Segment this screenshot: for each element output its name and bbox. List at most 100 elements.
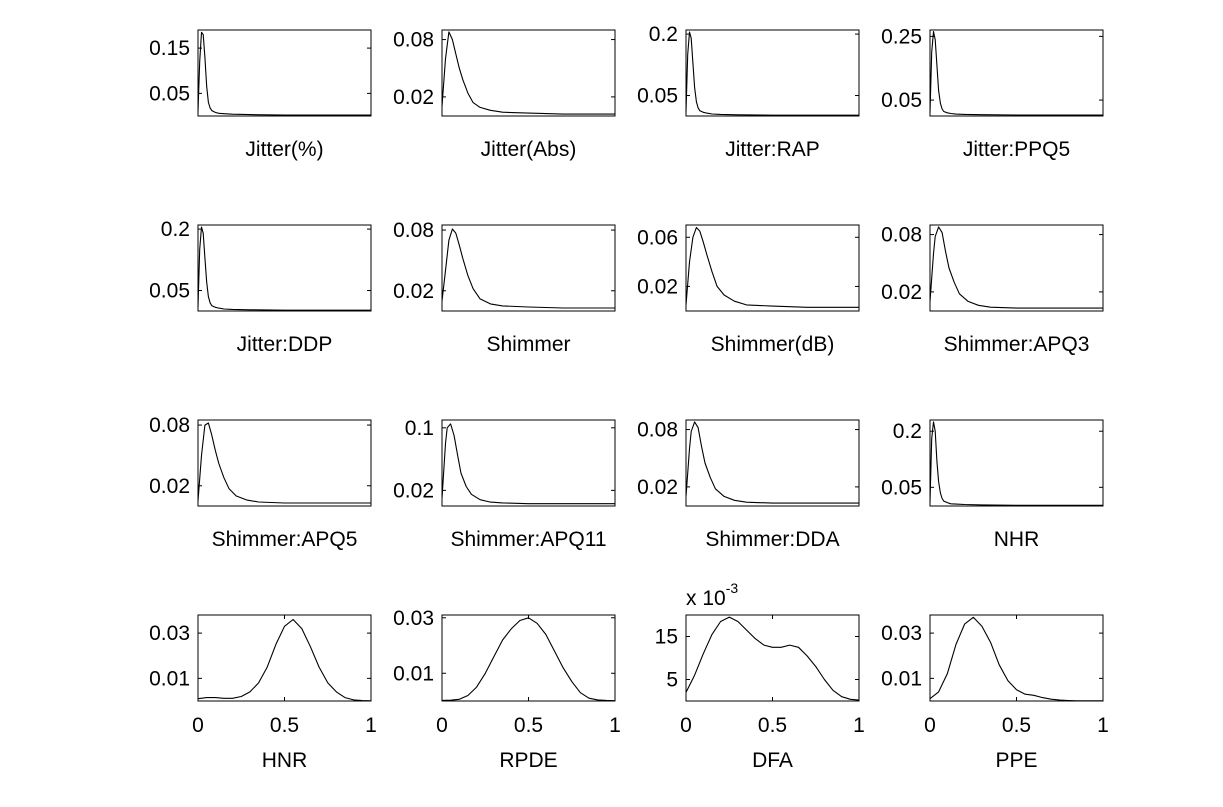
y-tick-label: 0.03	[881, 622, 922, 645]
subplot-2: 0.2 0.05 Jitter:RAP	[637, 23, 860, 161]
subplot-14: 15 50 0.5 1 DFA x 10-3	[655, 580, 865, 772]
subplot-11: 0.2 0.05 NHR	[881, 419, 1104, 551]
y-tick-label: 0.08	[393, 29, 434, 52]
x-axis-label: Jitter(Abs)	[481, 138, 577, 161]
y-tick-label: 0.03	[393, 607, 434, 630]
subplot-0: 0.15 0.05 Jitter(%)	[149, 29, 372, 161]
axes-frame	[441, 419, 616, 507]
density-curve	[441, 228, 615, 309]
density-curve	[441, 617, 616, 702]
y-tick-label: 0.08	[393, 219, 434, 242]
axes-frame	[441, 29, 616, 117]
density-curve	[685, 421, 859, 504]
axes-frame	[441, 614, 616, 702]
x-axis-label: HNR	[262, 749, 308, 772]
y-tick-label: 0.02	[393, 479, 434, 502]
y-tick-label: 0.02	[393, 86, 434, 109]
axes-frame	[197, 614, 372, 702]
x-axis-label: Shimmer:DDA	[705, 528, 839, 551]
y-tick-label: 0.02	[393, 280, 434, 303]
x-axis-label: Shimmer(dB)	[711, 333, 835, 356]
axes-frame	[197, 419, 372, 507]
y-tick-label: 0.02	[637, 476, 678, 499]
axes-frame	[929, 419, 1104, 507]
density-curve	[685, 226, 859, 308]
x-tick-label: 1	[365, 714, 377, 737]
y-tick-label: 0.05	[149, 82, 190, 105]
density-curve	[197, 422, 371, 504]
density-curve	[929, 421, 1103, 506]
axes-frame	[441, 224, 616, 312]
x-tick-label: 0.5	[270, 714, 299, 737]
x-tick-label: 1	[853, 714, 865, 737]
subplot-8: 0.08 0.02 Shimmer:APQ5	[149, 414, 372, 551]
y-tick-label: 0.05	[881, 476, 922, 499]
y-tick-label: 0.02	[637, 275, 678, 298]
y-tick-label: 5	[666, 669, 678, 692]
density-curve	[197, 31, 371, 116]
subplot-9: 0.1 0.02 Shimmer:APQ11	[393, 417, 616, 551]
x-axis-label: Shimmer:APQ3	[944, 333, 1090, 356]
axes-frame	[685, 419, 860, 507]
y-tick-label: 0.06	[637, 226, 678, 249]
subplot-4: 0.2 0.05 Jitter:DDP	[149, 218, 372, 356]
subplot-1: 0.08 0.02 Jitter(Abs)	[393, 29, 616, 161]
x-tick-label: 0	[924, 714, 936, 737]
y-tick-label: 0.1	[405, 417, 434, 440]
subplot-10: 0.08 0.02 Shimmer:DDA	[637, 419, 860, 551]
x-axis-label: Jitter:PPQ5	[963, 138, 1070, 161]
x-axis-label: PPE	[995, 749, 1037, 772]
y-tick-label: 0.2	[161, 218, 190, 241]
subplot-6: 0.06 0.02 Shimmer(dB)	[637, 224, 860, 356]
axes-frame	[685, 224, 860, 312]
density-curve	[441, 31, 615, 115]
axes-frame	[929, 224, 1104, 312]
y-tick-label: 0.08	[637, 419, 678, 442]
y-tick-label: 0.01	[393, 662, 434, 685]
density-curve	[197, 226, 371, 311]
axes-frame	[197, 29, 372, 117]
subplot-7: 0.08 0.02 Shimmer:APQ3	[881, 224, 1104, 356]
axes-frame	[685, 614, 860, 702]
y-tick-label: 0.08	[881, 224, 922, 247]
y-tick-label: 0.15	[149, 37, 190, 60]
y-scale-exponent: -3	[726, 580, 739, 596]
y-tick-label: 0.02	[149, 475, 190, 498]
axes-frame	[685, 29, 860, 117]
subplot-12: 0.03 0.01 0 0.5 1 HNR	[149, 614, 377, 772]
y-scale-multiplier: x 10-3	[686, 580, 738, 610]
density-curve	[441, 423, 615, 505]
x-tick-label: 0	[680, 714, 692, 737]
x-tick-label: 1	[609, 714, 621, 737]
y-tick-label: 0.05	[881, 89, 922, 112]
y-tick-label: 0.08	[149, 414, 190, 437]
y-tick-label: 0.05	[637, 85, 678, 108]
subplot-15: 0.03 0.01 0 0.5 1 PPE	[881, 614, 1109, 772]
y-tick-label: 15	[655, 626, 678, 649]
density-curve	[685, 31, 859, 116]
x-tick-label: 1	[1097, 714, 1109, 737]
density-curve	[929, 616, 1103, 702]
axes-frame	[197, 224, 372, 312]
x-axis-label: Shimmer:APQ11	[451, 528, 607, 551]
x-axis-label: Jitter:DDP	[237, 333, 333, 356]
y-tick-label: 0.01	[881, 667, 922, 690]
y-tick-label: 0.25	[881, 25, 922, 48]
x-axis-label: Jitter:RAP	[725, 138, 820, 161]
x-axis-label: DFA	[752, 749, 793, 772]
subplot-3: 0.25 0.05 Jitter:PPQ5	[881, 25, 1104, 161]
x-axis-label: Shimmer:APQ5	[212, 528, 358, 551]
x-tick-label: 0.5	[1002, 714, 1031, 737]
x-tick-label: 0.5	[514, 714, 543, 737]
y-tick-label: 0.03	[149, 622, 190, 645]
y-tick-label: 0.02	[881, 281, 922, 304]
axes-frame	[929, 614, 1104, 702]
x-tick-label: 0	[436, 714, 448, 737]
x-axis-label: Jitter(%)	[245, 138, 323, 161]
x-tick-label: 0.5	[758, 714, 787, 737]
x-axis-label: RPDE	[499, 749, 557, 772]
density-curve	[929, 226, 1103, 309]
x-tick-label: 0	[192, 714, 204, 737]
subplot-13: 0.03 0.01 0 0.5 1 RPDE	[393, 607, 621, 772]
